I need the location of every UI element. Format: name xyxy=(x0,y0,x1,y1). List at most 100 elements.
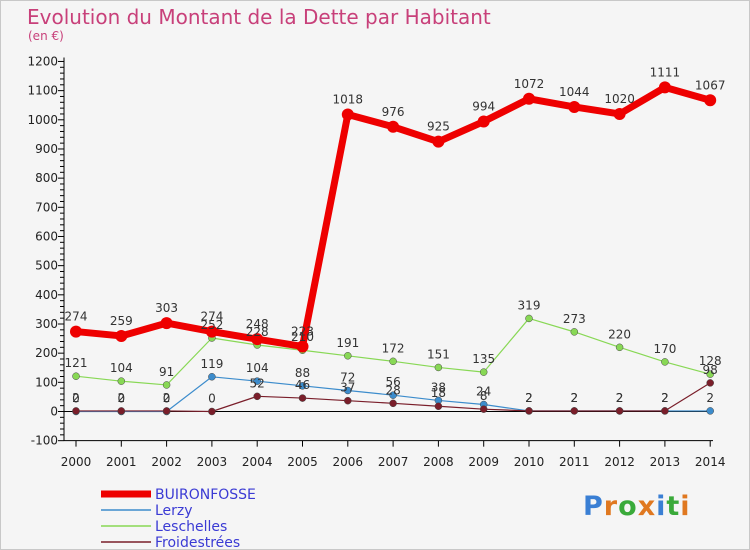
logo-letter: x xyxy=(637,491,657,522)
data-label: 170 xyxy=(653,342,676,356)
data-label: 1044 xyxy=(559,85,590,99)
data-point xyxy=(70,325,82,338)
data-point xyxy=(115,329,128,342)
data-label: 151 xyxy=(427,347,450,361)
data-point xyxy=(160,317,173,330)
x-tick-label: 2014 xyxy=(695,455,726,469)
data-point xyxy=(706,379,714,387)
data-label: 24 xyxy=(476,384,491,398)
y-tick-label: 900 xyxy=(35,142,58,156)
x-tick-label: 2002 xyxy=(151,455,182,469)
data-label: 46 xyxy=(295,378,310,392)
data-label: 121 xyxy=(65,356,88,370)
logo-letter: r xyxy=(603,491,619,522)
data-label: 2 xyxy=(72,391,80,405)
data-label: 172 xyxy=(382,341,405,355)
data-point xyxy=(389,391,397,399)
data-point xyxy=(117,377,126,385)
data-label: 1020 xyxy=(604,92,635,106)
data-label: 8 xyxy=(480,389,488,403)
y-tick-label: 300 xyxy=(35,317,58,331)
x-tick-label: 2013 xyxy=(650,455,681,469)
data-label: 223 xyxy=(291,324,314,338)
x-tick-label: 2000 xyxy=(61,455,92,469)
data-label: 2 xyxy=(570,391,578,405)
data-point xyxy=(298,382,307,390)
data-label: 72 xyxy=(340,370,355,384)
proxiti-logo: Proxiti xyxy=(583,491,691,522)
data-point xyxy=(479,405,488,413)
data-label: 220 xyxy=(608,327,631,341)
legend-label: Froidestrées xyxy=(155,535,240,549)
data-point xyxy=(344,386,352,395)
y-tick-label: 800 xyxy=(35,171,58,185)
data-label: 28 xyxy=(385,383,400,397)
data-label: 0 xyxy=(208,392,216,406)
logo-letter: o xyxy=(618,491,638,522)
x-tick-label: 2012 xyxy=(604,455,635,469)
x-tick-label: 2004 xyxy=(242,455,273,469)
logo-letter: i xyxy=(680,491,691,522)
legend-label: BUIRONFOSSE xyxy=(155,487,256,503)
data-label: 976 xyxy=(382,105,405,119)
data-label: 2 xyxy=(570,391,578,405)
legend-label: Leschelles xyxy=(155,519,227,535)
y-tick-label: 100 xyxy=(35,375,58,389)
data-point xyxy=(432,135,445,148)
data-label: 2 xyxy=(117,391,125,405)
data-point xyxy=(341,108,354,121)
x-tick-label: 2001 xyxy=(106,455,137,469)
data-label: 91 xyxy=(159,365,174,379)
data-label: 319 xyxy=(518,298,541,312)
data-point xyxy=(389,357,397,366)
data-point xyxy=(72,372,80,380)
data-point xyxy=(525,407,533,415)
data-label: 273 xyxy=(563,312,586,326)
data-point xyxy=(479,368,488,376)
data-label: 248 xyxy=(246,317,269,331)
data-label: 52 xyxy=(250,376,265,390)
data-label: 2 xyxy=(525,391,533,405)
data-point xyxy=(523,92,535,105)
x-tick-label: 2007 xyxy=(378,455,409,469)
data-point xyxy=(613,107,626,120)
data-label: 18 xyxy=(431,386,446,400)
data-label: 259 xyxy=(110,314,133,328)
data-point xyxy=(253,377,261,385)
data-point xyxy=(162,381,171,389)
data-point xyxy=(117,407,126,415)
data-point xyxy=(615,343,624,352)
data-label: 303 xyxy=(155,301,178,315)
data-label: 2 xyxy=(163,391,171,405)
y-tick-label: 1000 xyxy=(27,113,58,127)
data-point xyxy=(208,373,216,381)
data-point xyxy=(72,407,80,415)
y-tick-label: 700 xyxy=(35,200,58,214)
data-label: 2 xyxy=(616,391,624,405)
data-label: 37 xyxy=(340,381,355,395)
data-point xyxy=(253,392,261,401)
y-tick-label: 1200 xyxy=(27,54,58,68)
data-point xyxy=(704,94,717,107)
data-label: 128 xyxy=(699,354,722,368)
x-tick-label: 2011 xyxy=(559,455,590,469)
data-label: 119 xyxy=(200,357,223,371)
y-tick-label: 0 xyxy=(50,405,58,419)
data-label: 228 xyxy=(246,325,269,339)
logo-letter: t xyxy=(666,491,681,522)
y-tick-label: -100 xyxy=(31,434,58,448)
data-point xyxy=(661,407,669,415)
y-tick-label: 1100 xyxy=(27,84,58,98)
chart-subtitle: (en €) xyxy=(28,29,64,43)
data-label: 210 xyxy=(291,330,314,344)
x-tick-label: 2003 xyxy=(197,455,228,469)
y-tick-label: 400 xyxy=(35,288,58,302)
x-tick-label: 2006 xyxy=(333,455,364,469)
legend-label: Lerzy xyxy=(155,503,193,519)
data-point xyxy=(570,328,579,336)
data-label: 56 xyxy=(385,375,400,389)
data-label: 0 xyxy=(163,392,171,406)
data-point xyxy=(344,396,352,405)
